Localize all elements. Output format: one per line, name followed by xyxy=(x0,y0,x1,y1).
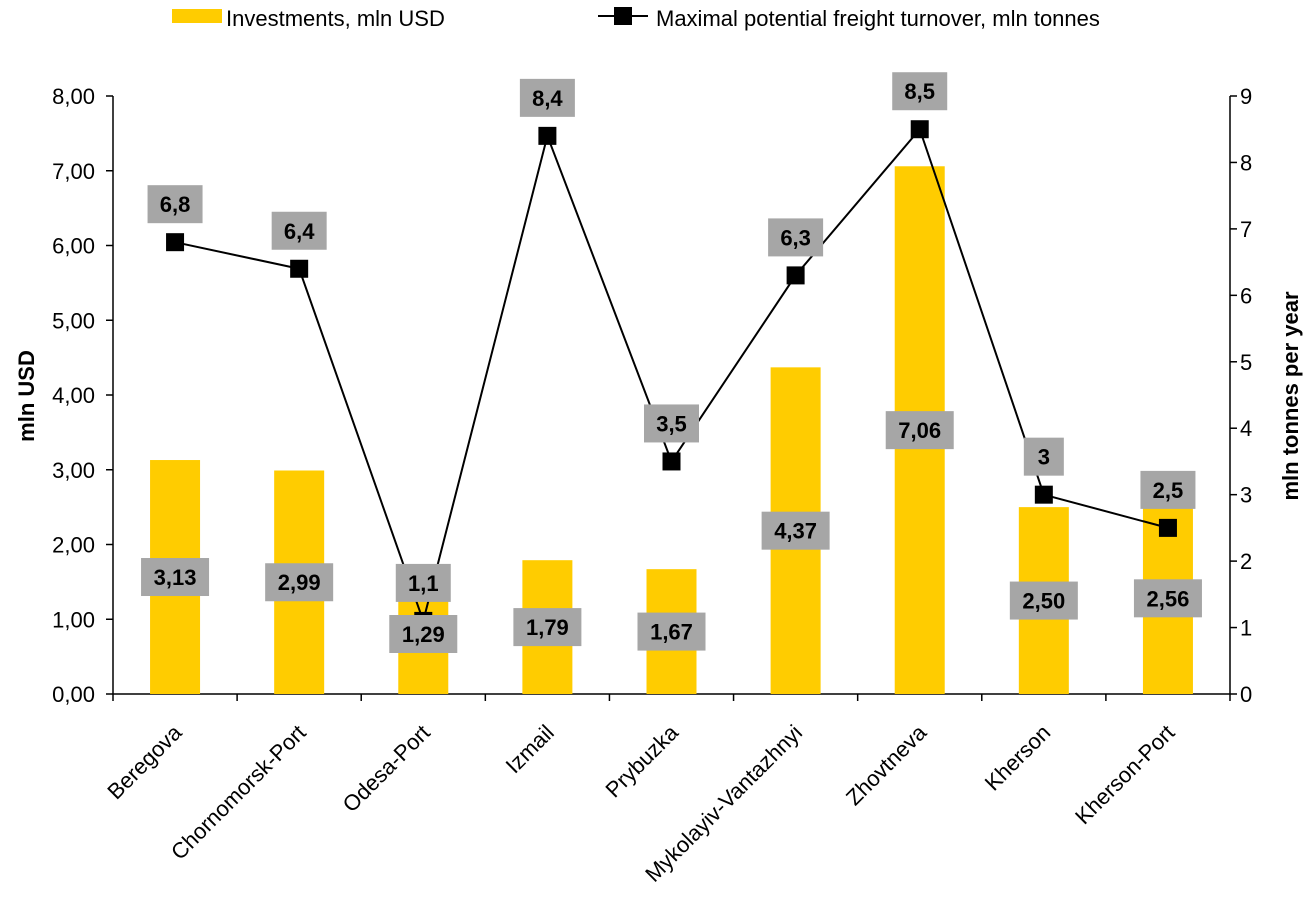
y-tick-label: 6,00 xyxy=(52,234,95,259)
y-tick-label: 2,00 xyxy=(52,533,95,558)
bar-data-label: 2,99 xyxy=(278,570,321,595)
line-data-label: 2,5 xyxy=(1153,478,1184,503)
bar-data-label-box xyxy=(389,615,458,653)
line-data-label: 6,3 xyxy=(780,225,811,250)
y2-tick-label: 6 xyxy=(1240,283,1252,308)
x-tick-label: Prybuzka xyxy=(601,719,684,802)
y-tick-label: 5,00 xyxy=(52,308,95,333)
line-marker xyxy=(166,233,185,252)
bar-data-label-box xyxy=(141,558,210,597)
line-marker xyxy=(786,266,805,285)
y2-tick-label: 3 xyxy=(1240,483,1252,508)
y-tick-label: 1,00 xyxy=(52,607,95,632)
line-data-label-box xyxy=(892,72,948,111)
y2-tick-label: 0 xyxy=(1240,682,1252,707)
bar-data-label-box xyxy=(265,563,334,602)
line-data-label: 8,4 xyxy=(532,86,563,111)
bar-data-label-box xyxy=(513,608,582,647)
line-data-label: 1,1 xyxy=(408,571,439,596)
line-data-label-box xyxy=(395,563,451,602)
y-axis-title: mln USD xyxy=(14,350,39,442)
bar-data-label: 4,37 xyxy=(774,519,817,544)
bar-data-label-box xyxy=(637,612,706,651)
x-tick-label: Izmail xyxy=(501,720,559,778)
y-tick-label: 3,00 xyxy=(52,458,95,483)
y2-tick-label: 5 xyxy=(1240,350,1252,375)
bar-data-label-box xyxy=(761,511,830,550)
y-tick-label: 7,00 xyxy=(52,159,95,184)
bar-data-label: 3,13 xyxy=(154,565,197,590)
bar-data-label: 1,67 xyxy=(650,620,693,645)
y2-tick-label: 1 xyxy=(1240,616,1252,641)
line-marker xyxy=(910,120,929,139)
line-data-label: 3 xyxy=(1038,445,1050,470)
y-tick-label: 8,00 xyxy=(52,84,95,109)
x-tick-label: Zhovtneva xyxy=(841,719,932,810)
line-marker xyxy=(538,126,557,145)
line-data-label: 6,4 xyxy=(284,219,315,244)
legend-label-investments: Investments, mln USD xyxy=(226,6,445,31)
line-data-label: 3,5 xyxy=(656,411,687,436)
y2-tick-label: 4 xyxy=(1240,416,1252,441)
x-tick-label: Odesa-Port xyxy=(338,720,435,817)
line-marker xyxy=(1158,518,1177,537)
line-data-label: 8,5 xyxy=(904,79,935,104)
legend: Investments, mln USD Maximal potential f… xyxy=(172,6,1100,31)
bar-data-label: 1,79 xyxy=(526,615,569,640)
line-data-label-box xyxy=(519,78,575,117)
x-tick-label: Beregova xyxy=(102,719,187,804)
line-data-label-box xyxy=(768,218,824,257)
line-data-label-box xyxy=(1023,437,1064,476)
legend-swatch-investments xyxy=(172,9,222,23)
y2-tick-label: 2 xyxy=(1240,549,1252,574)
data-labels: 3,13 2,99 1,29 1,79 1,67 4,37 7,06 2,50 2,56 6,8 6… xyxy=(141,72,1202,653)
line-marker xyxy=(290,259,309,278)
y-tick-label: 4,00 xyxy=(52,383,95,408)
y2-axis-title: mln tonnes per year xyxy=(1278,291,1303,501)
x-tick-label: Chornomorsk-Port xyxy=(166,720,311,865)
line-data-label-box xyxy=(1140,470,1196,509)
line-data-label: 6,8 xyxy=(160,192,191,217)
bar-data-label: 7,06 xyxy=(898,418,941,443)
bar-data-label: 2,56 xyxy=(1147,586,1190,611)
line-data-label-box xyxy=(271,211,327,250)
y2-tick-label: 8 xyxy=(1240,150,1252,175)
bar-data-label-box xyxy=(885,411,954,450)
bar-data-label-box xyxy=(1133,579,1202,618)
y2-tick-label: 9 xyxy=(1240,84,1252,109)
y2-tick-label: 7 xyxy=(1240,217,1252,242)
legend-marker-freight xyxy=(614,7,632,25)
legend-label-freight: Maximal potential freight turnover, mln … xyxy=(656,6,1100,31)
line-marker xyxy=(1034,485,1053,504)
bar-data-label-box xyxy=(1009,581,1078,620)
line-data-label-box xyxy=(644,404,699,443)
axes: 0,00 1,00 2,00 3,00 4,00 5,00 6,00 7,00 8,00 0 1 2 3… xyxy=(52,84,1252,887)
line-marker xyxy=(662,452,681,471)
x-tick-label: Kherson-Port xyxy=(1070,720,1179,829)
line-data-label-box xyxy=(147,185,203,224)
y-tick-label: 0,00 xyxy=(52,682,95,707)
bar-data-label: 1,29 xyxy=(402,622,445,647)
bar-data-label: 2,50 xyxy=(1022,589,1065,614)
x-tick-label: Kherson xyxy=(980,720,1056,796)
